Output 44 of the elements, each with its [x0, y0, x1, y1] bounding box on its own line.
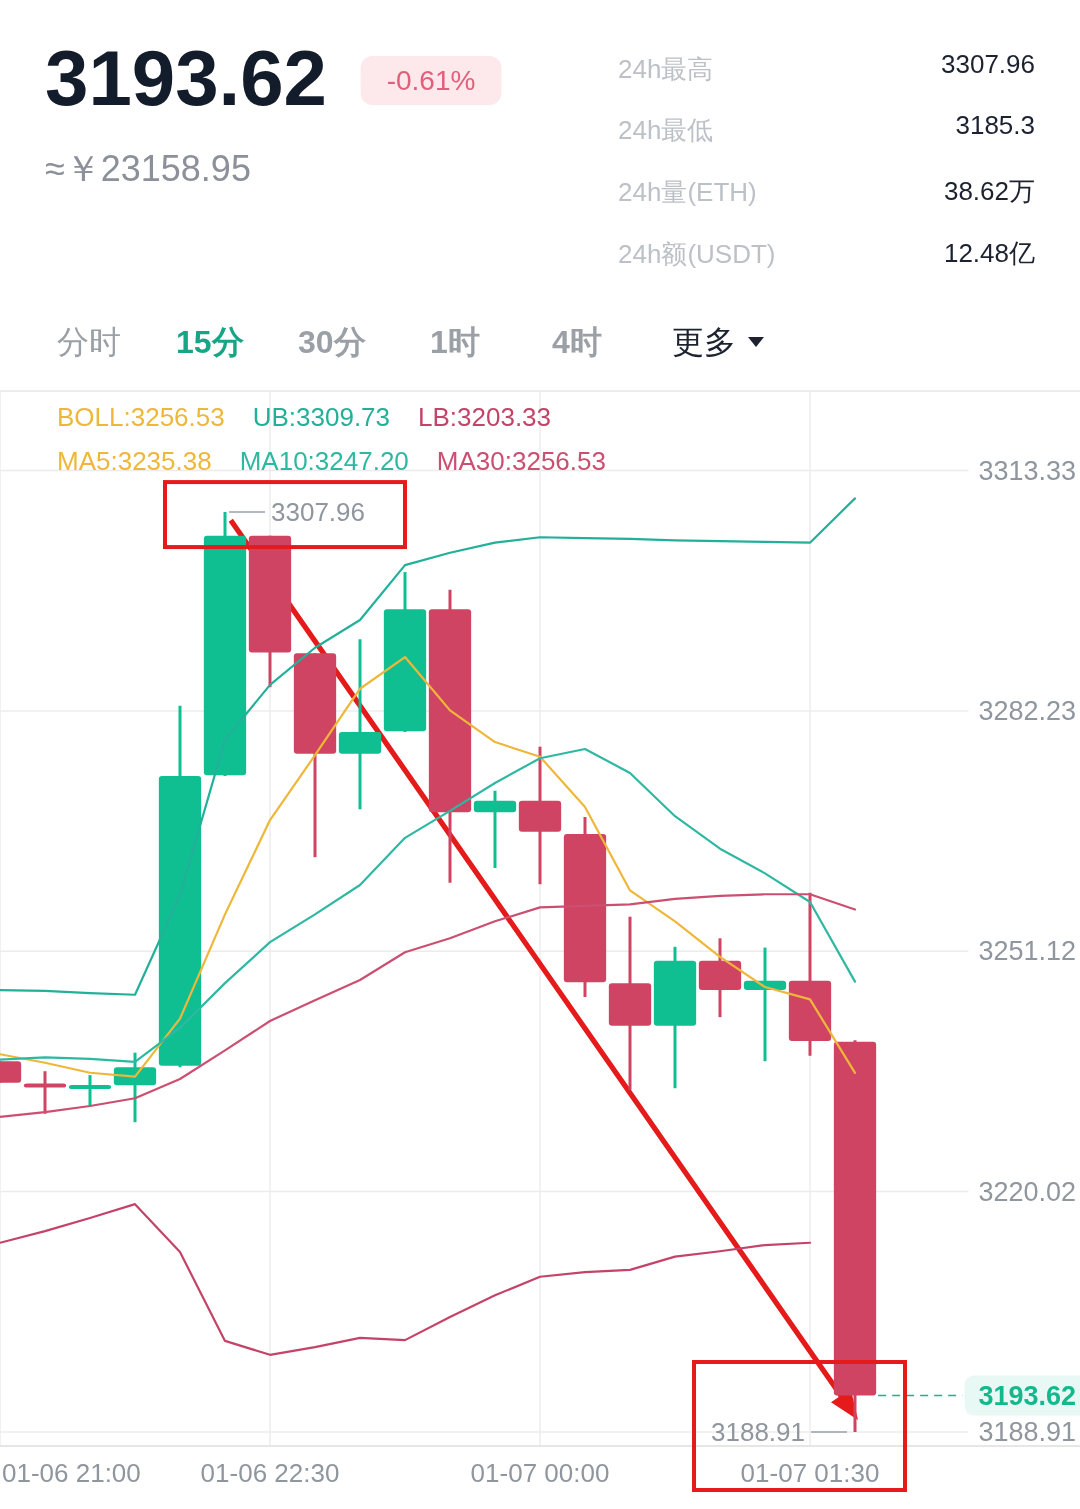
x-tick-label: 01-06 22:30	[200, 1458, 340, 1488]
text: MA10:3247.20	[239, 446, 409, 476]
text: 4时	[552, 324, 602, 360]
x-tick-label: 01-07 01:30	[740, 1458, 880, 1488]
text: 38.62万	[943, 176, 1035, 206]
text: MA30:3256.53	[436, 446, 606, 476]
text: 12.48亿	[943, 238, 1035, 268]
text: 更多	[672, 324, 736, 360]
text: 15分	[176, 324, 244, 360]
candlestick	[473, 790, 517, 868]
text: LB:3203.33	[418, 402, 552, 432]
x-tick-label: 01-06 21:00	[2, 1458, 141, 1488]
line-series	[0, 893, 857, 1118]
y-tick-label: 3220.02	[978, 1176, 1076, 1207]
text: 24h最高	[618, 54, 714, 84]
text: 24h最低	[618, 115, 714, 145]
candlestick	[68, 1075, 112, 1107]
text: 3307.96	[941, 49, 1035, 79]
text: 3185.3	[955, 110, 1035, 140]
line-series	[0, 655, 857, 1078]
candlestick	[23, 1071, 67, 1114]
text: 1时	[430, 324, 480, 360]
text: 24h额(USDT)	[618, 239, 776, 269]
text: 24h量(ETH)	[618, 177, 757, 207]
y-tick-label: 3313.33	[978, 455, 1076, 486]
text: 30分	[298, 324, 366, 360]
annotation: 3307.96	[271, 497, 365, 528]
candlestick	[338, 639, 382, 810]
y-tick-label: 3188.91	[978, 1417, 1076, 1448]
y-tick-label: 3251.12	[978, 936, 1076, 967]
text: UB:3309.73	[252, 402, 391, 432]
ref-line-label: 3193.62	[978, 1380, 1076, 1411]
line-series	[0, 747, 857, 1064]
text: ≈￥23158.95	[45, 148, 251, 189]
text: MA5:3235.38	[57, 446, 212, 476]
y-tick-label: 3282.23	[978, 695, 1076, 726]
line-series	[0, 1203, 812, 1356]
text: -0.61%	[386, 65, 476, 96]
x-tick-label: 01-07 00:00	[470, 1458, 610, 1488]
line-series	[0, 497, 857, 996]
text: 分时	[57, 324, 121, 360]
legend-label: BOLL:3256.53	[57, 402, 225, 432]
text: 3193.62	[45, 34, 327, 122]
annotation: 3188.91	[711, 1417, 805, 1448]
